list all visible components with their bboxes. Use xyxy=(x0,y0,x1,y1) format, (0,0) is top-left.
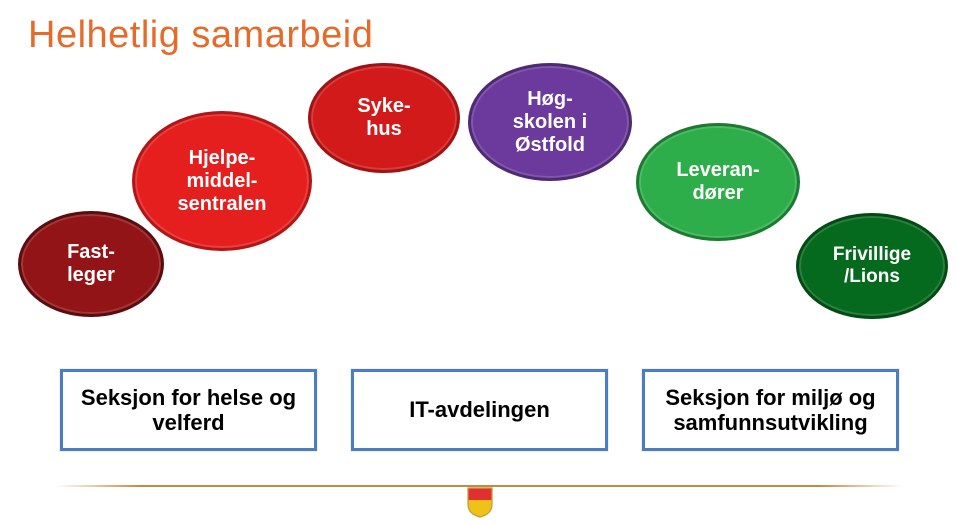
node-label: Hjelpe-middel-sentralen xyxy=(178,147,267,216)
arc-diagram: Fast-leger Hjelpe-middel-sentralen Syke-… xyxy=(0,63,959,363)
shield-icon xyxy=(466,486,494,518)
node-label: Fast-leger xyxy=(67,241,115,287)
node-hogskolen: Høg-skolen iØstfold xyxy=(468,63,632,181)
node-label: Leveran-dører xyxy=(676,159,759,205)
node-fastleger: Fast-leger xyxy=(18,211,164,317)
node-sykehus: Syke-hus xyxy=(308,63,460,173)
node-hjelpemiddel: Hjelpe-middel-sentralen xyxy=(132,111,312,251)
section-it-avdelingen: IT-avdelingen xyxy=(351,369,608,451)
section-row: Seksjon for helse og velferd IT-avdeling… xyxy=(0,369,959,451)
node-frivillige-lions: Frivillige/Lions xyxy=(796,213,948,319)
node-label: Høg-skolen iØstfold xyxy=(513,88,587,157)
section-helse-velferd: Seksjon for helse og velferd xyxy=(60,369,317,451)
page-title: Helhetlig samarbeid xyxy=(0,0,959,57)
section-miljo-samfunn: Seksjon for miljø og samfunnsutvikling xyxy=(642,369,899,451)
footer xyxy=(0,481,959,523)
node-label: Frivillige/Lions xyxy=(833,244,911,288)
node-label: Syke-hus xyxy=(357,95,410,141)
node-leverandorer: Leveran-dører xyxy=(636,123,800,241)
